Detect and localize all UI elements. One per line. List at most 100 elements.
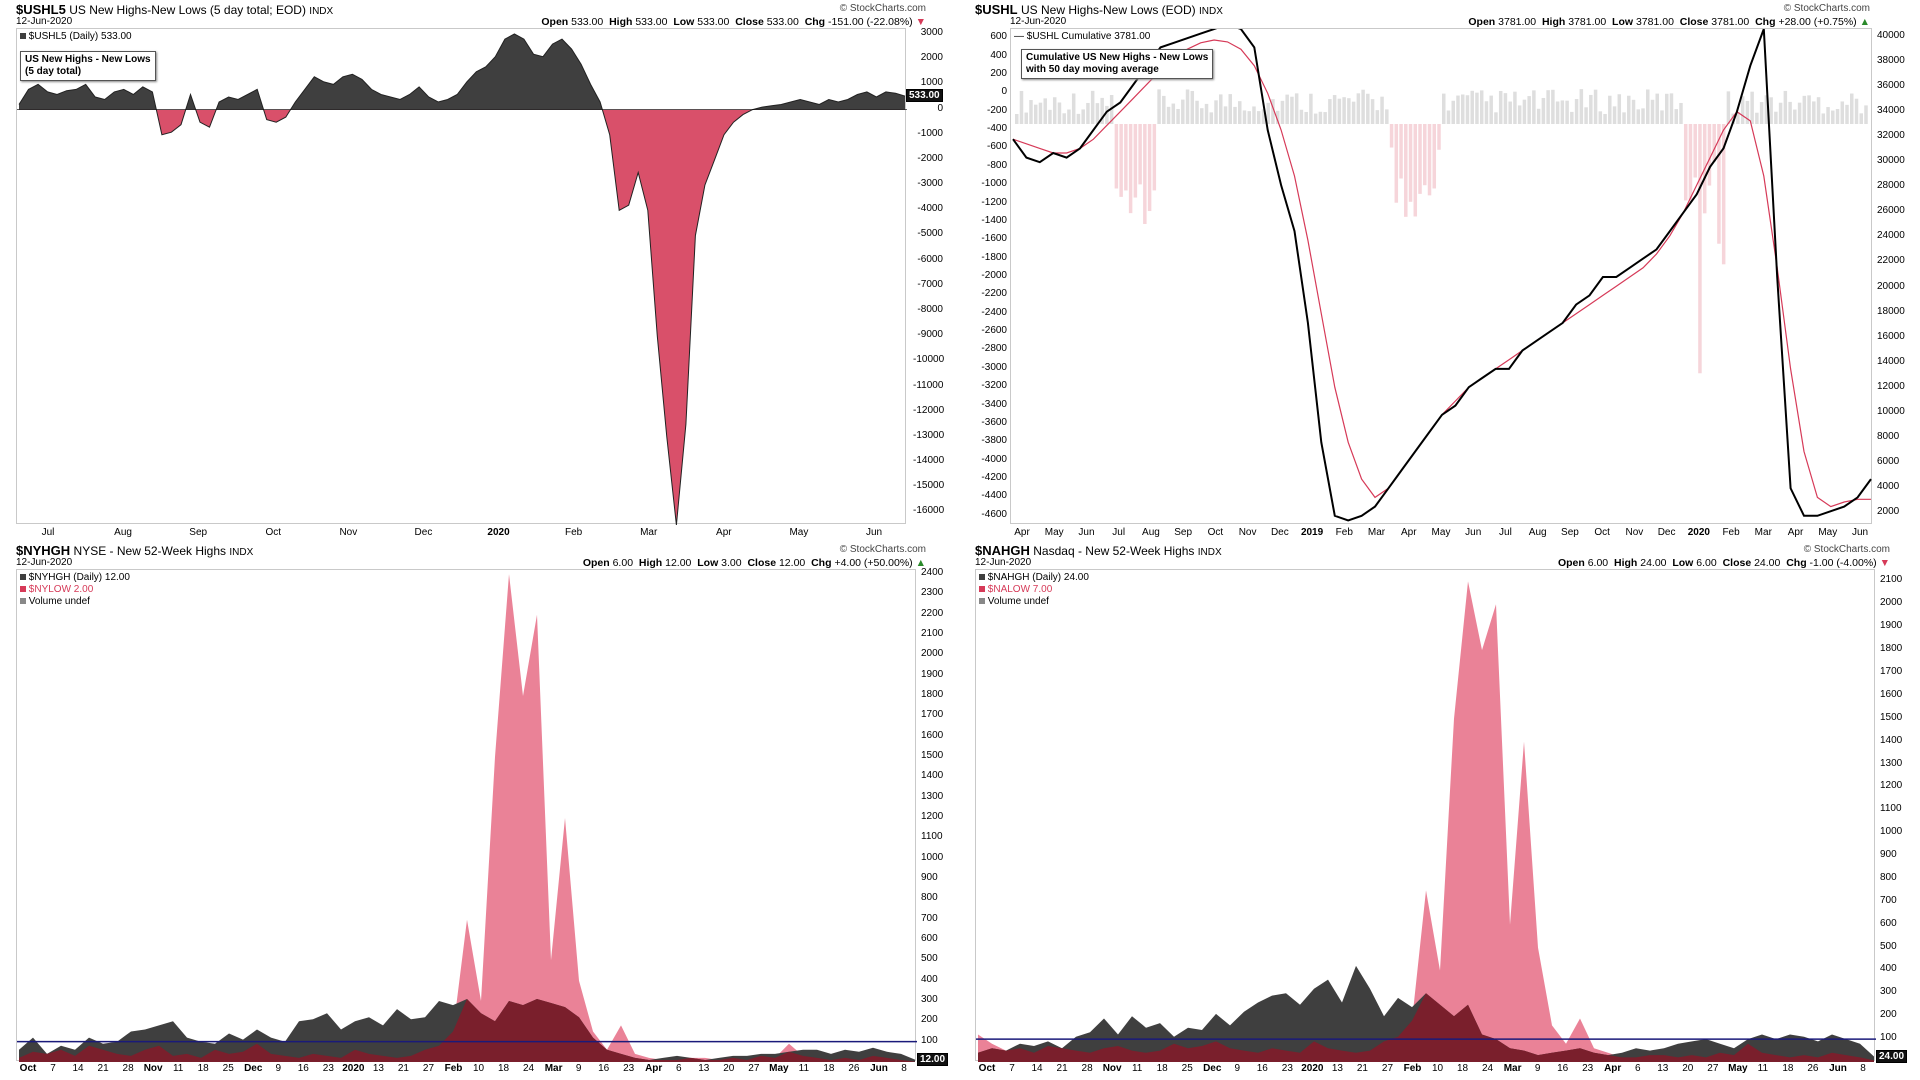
daily-bar [1380, 96, 1384, 124]
y-tick-label: 400 [990, 49, 1007, 61]
series-line [18, 33, 906, 525]
plot-area[interactable]: $NAHGH (Daily) 24.00 $NALOW 7.00 Volume … [975, 569, 1876, 1062]
x-tick-label: 14 [1031, 1063, 1043, 1074]
x-tick-label: Dec [244, 1063, 263, 1074]
symbol-label[interactable]: $USHL5 [16, 2, 66, 17]
x-tick-label: 13 [372, 1063, 384, 1074]
y-tick-label-right: 24000 [1877, 230, 1905, 242]
y-tick-label-right: 36000 [1877, 80, 1905, 92]
x-tick-label: Jun [865, 527, 883, 538]
plot-area[interactable]: $USHL5 (Daily) 533.00 US New Highs - New… [16, 28, 907, 525]
daily-bar [1498, 90, 1503, 124]
daily-bar [1143, 124, 1147, 224]
daily-bar [1807, 95, 1811, 124]
daily-bar [1646, 89, 1650, 124]
daily-bar [1674, 109, 1678, 124]
daily-bar [1399, 124, 1403, 179]
x-tick-label: Feb [1722, 527, 1740, 538]
y-tick-label: 1600 [921, 729, 944, 741]
y-tick-label: 200 [1880, 1009, 1897, 1021]
x-tick-label: 8 [1860, 1063, 1866, 1074]
daily-bar [1717, 124, 1721, 244]
daily-bar [1451, 100, 1455, 124]
daily-bar [1366, 93, 1370, 124]
y-tick-label: 300 [921, 994, 938, 1005]
daily-bar [1465, 95, 1470, 124]
daily-bar [1171, 103, 1176, 124]
exchange-label: INDX [1199, 6, 1223, 17]
daily-bar [1337, 98, 1342, 124]
daily-bar [1470, 90, 1474, 124]
y-tick-label-right: 16000 [1877, 330, 1905, 342]
panel-ushl: $USHL US New Highs-New Lows (EOD) INDX ©… [975, 2, 1920, 538]
daily-bar [1119, 124, 1123, 197]
y-tick-label-right: 26000 [1877, 205, 1905, 217]
daily-bar [1731, 113, 1735, 124]
daily-bar [1019, 90, 1024, 124]
daily-bar [1370, 99, 1375, 124]
symbol-label[interactable]: $NAHGH [975, 543, 1030, 558]
x-tick-label: 2019 [1300, 527, 1324, 538]
daily-bar [1664, 93, 1669, 124]
y-tick-label: 1000 [921, 851, 944, 863]
y-tick-label-right: 18000 [1877, 305, 1905, 317]
watermark: © StockCharts.com [839, 544, 926, 555]
x-tick-label: Oct [978, 1063, 996, 1074]
y-tick-label: 1500 [921, 750, 944, 762]
symbol-label[interactable]: $USHL [975, 2, 1018, 17]
new-lows-area [978, 581, 1874, 1062]
daily-bar [1755, 112, 1759, 124]
y-tick-label: 300 [1880, 986, 1897, 998]
daily-bar [1100, 97, 1104, 124]
daily-bar [1356, 93, 1361, 124]
panel-ushl5: $USHL5 US New Highs-New Lows (5 day tota… [16, 2, 951, 538]
x-tick-label: 23 [623, 1063, 635, 1074]
daily-bar [1432, 124, 1437, 189]
y-tick-label: -1200 [981, 196, 1007, 208]
x-tick-label: 2020 [1301, 1063, 1324, 1074]
x-tick-label: Mar [544, 1063, 563, 1074]
daily-bar [1513, 91, 1517, 124]
x-tick-label: May [789, 527, 809, 538]
x-tick-label: 13 [1657, 1063, 1669, 1074]
chart-svg [17, 574, 917, 1062]
y-tick-label-right: 10000 [1877, 405, 1905, 417]
y-tick-label: 700 [1880, 894, 1897, 906]
daily-bar [1460, 94, 1465, 124]
daily-bar [1802, 95, 1807, 124]
x-tick-label: Sep [1561, 527, 1579, 538]
y-tick-label: 2200 [921, 607, 944, 619]
y-tick-label: -7000 [917, 278, 943, 290]
x-tick-label: 18 [497, 1063, 510, 1074]
daily-bar [1043, 98, 1047, 124]
y-tick-label: -4200 [981, 472, 1007, 484]
daily-bar [1527, 96, 1531, 124]
y-tick-label: -14000 [913, 455, 945, 467]
daily-bar [1290, 96, 1294, 124]
daily-bar [1375, 110, 1380, 124]
daily-bar [1764, 95, 1769, 124]
daily-bar [1622, 112, 1626, 124]
daily-bar [1859, 113, 1864, 124]
x-tick-label: Apr [645, 1063, 663, 1074]
daily-bar [1105, 105, 1109, 124]
last-value-label: 12.00 [917, 1052, 949, 1066]
daily-bar [1750, 91, 1754, 124]
y-tick-label: -6000 [917, 253, 943, 265]
plot-area[interactable]: $NYHGH (Daily) 12.00 $NYLOW 2.00 Volume … [16, 569, 917, 1062]
daily-bar [1408, 124, 1413, 202]
y-tick-label: 2100 [921, 628, 944, 640]
y-tick-label: -800 [986, 159, 1007, 171]
x-tick-label: May [1044, 527, 1064, 538]
daily-bar [1038, 102, 1043, 124]
x-tick-label: Nov [143, 1063, 163, 1074]
daily-bar [1570, 111, 1574, 124]
daily-bar [1233, 106, 1237, 124]
daily-bar [1816, 97, 1821, 124]
symbol-label[interactable]: $NYHGH [16, 543, 71, 558]
daily-bar [1631, 99, 1636, 124]
daily-bar [1555, 101, 1560, 124]
daily-bar [1275, 110, 1280, 124]
y-tick-label: -11000 [913, 379, 944, 391]
plot-area[interactable]: — $USHL Cumulative 3781.00 Cumulative US… [1010, 28, 1872, 524]
